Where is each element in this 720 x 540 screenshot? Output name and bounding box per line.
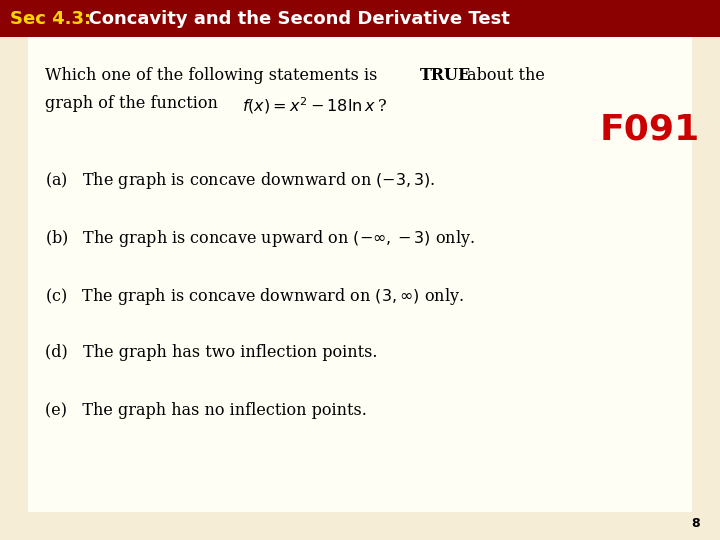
Text: TRUE: TRUE <box>420 67 472 84</box>
Bar <box>0 0 720 37</box>
Bar <box>28 37 692 512</box>
Text: (b)   The graph is concave upward on $(-\infty, -3)$ only.: (b) The graph is concave upward on $(-\i… <box>45 228 474 249</box>
Text: F091: F091 <box>600 113 701 147</box>
Text: graph of the function: graph of the function <box>45 95 228 112</box>
Text: $f(x) = x^2 - 18\ln x\;$?: $f(x) = x^2 - 18\ln x\;$? <box>242 95 388 116</box>
Text: (e)   The graph has no inflection points.: (e) The graph has no inflection points. <box>45 402 367 419</box>
Text: Which one of the following statements is: Which one of the following statements is <box>45 67 382 84</box>
Text: (a)   The graph is concave downward on $(-3, 3)$.: (a) The graph is concave downward on $(-… <box>45 170 436 191</box>
Text: (c)   The graph is concave downward on $(3, \infty)$ only.: (c) The graph is concave downward on $(3… <box>45 286 464 307</box>
Text: (d)   The graph has two inflection points.: (d) The graph has two inflection points. <box>45 344 377 361</box>
Text: about the: about the <box>462 67 545 84</box>
Text: Concavity and the Second Derivative Test: Concavity and the Second Derivative Test <box>76 10 510 28</box>
Text: 8: 8 <box>691 517 700 530</box>
Text: Sec 4.3:: Sec 4.3: <box>10 10 91 28</box>
